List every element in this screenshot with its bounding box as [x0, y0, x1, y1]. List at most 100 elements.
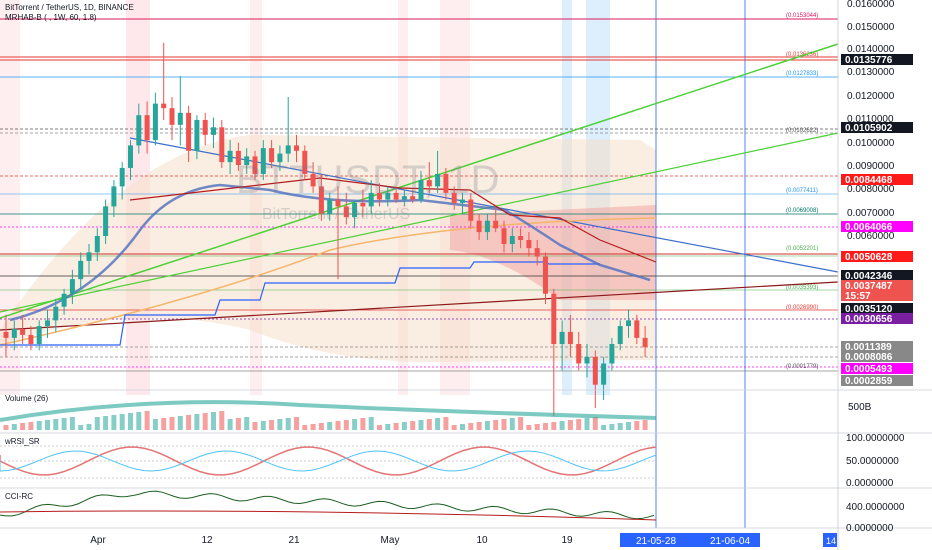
candle-body-51: [426, 180, 432, 187]
candle-body-32: [269, 148, 275, 163]
candle-body-19: [161, 103, 167, 109]
volume-bar-28: [235, 418, 241, 430]
volume-bar-29: [244, 417, 250, 430]
level-label-8: (0.0026990): [786, 305, 818, 311]
cci-axis-1: 0.0000000: [846, 523, 894, 534]
volume-bar-76: [634, 421, 640, 430]
level-label-6: (0.0052201): [786, 246, 818, 252]
price-badge-9: 0.0030656: [845, 314, 893, 325]
price-tick-7: 0.0090000: [847, 161, 895, 172]
price-badge-bg-1: [841, 122, 913, 133]
volume-bar-66: [551, 422, 557, 430]
volume-ma: [0, 400, 657, 422]
volume-bar-61: [509, 418, 515, 430]
volume-bar-71: [592, 417, 598, 430]
candle-body-49: [410, 196, 416, 200]
candle-body-23: [194, 119, 200, 151]
candle-body-18: [152, 103, 158, 141]
time-highlight-1: 21-06-04: [710, 536, 750, 547]
candle-body-61: [509, 236, 515, 245]
candle-body-0: [3, 331, 9, 338]
price-badge-bg-13: [841, 375, 913, 386]
candle-body-67: [559, 331, 565, 345]
red-step-line: [129, 177, 657, 263]
price-badge-11: 0.0008086: [845, 352, 893, 363]
price-tick-0: 0.0160000: [847, 0, 895, 10]
volume-bar-32: [269, 420, 275, 430]
volume-axis-label: 500B: [848, 402, 872, 413]
candle-body-52: [435, 173, 441, 187]
price-badge-2: 0.0084468: [845, 175, 893, 186]
chart-title: BitTorrent / TetherUS, 1D, BINANCE: [5, 3, 134, 12]
volume-bar-72: [601, 425, 607, 430]
price-badge-bg-2: [841, 174, 913, 185]
volume-bar-26: [219, 411, 225, 430]
price-badge-bg-9: [841, 313, 913, 324]
wrsi-axis-0: 100.0000000: [846, 433, 905, 444]
volume-bar-74: [617, 423, 623, 430]
price-badge-12: 0.0005493: [845, 364, 893, 375]
time-label-1: 12: [201, 535, 213, 546]
candle-body-33: [277, 153, 283, 163]
volume-bar-9: [78, 425, 84, 430]
cci-axis-0: 400.0000000: [846, 502, 905, 513]
price-badge-bg-8: [841, 303, 913, 314]
volume-bar-31: [260, 421, 266, 430]
price-badge-bg-12: [841, 363, 913, 374]
volume-bar-41: [343, 420, 349, 430]
candle-body-66: [551, 293, 557, 345]
volume-bar-45: [377, 425, 382, 430]
candle-body-37: [310, 173, 316, 187]
volume-bar-14: [119, 414, 125, 430]
candle-body-7: [61, 293, 67, 307]
watermark-symbol: BTTUSDT, 1D: [236, 158, 501, 202]
cci-line: [0, 490, 655, 520]
candle-body-20: [169, 108, 175, 125]
volume-bar-0: [3, 425, 9, 430]
candles-layer: [3, 42, 648, 417]
volume-bar-36: [302, 425, 308, 430]
price-tick-6: 0.0100000: [847, 138, 895, 149]
candle-body-62: [518, 236, 524, 240]
volume-bar-43: [360, 418, 366, 430]
price-badge-5: 0.0042346: [845, 271, 893, 282]
candle-body-17: [144, 115, 150, 141]
volume-bar-46: [385, 424, 391, 430]
volume-bar-6: [53, 419, 59, 430]
volume-bar-12: [103, 416, 109, 430]
candle-body-47: [393, 192, 399, 200]
volume-bar-63: [526, 425, 532, 430]
candle-body-42: [352, 202, 358, 218]
candle-body-39: [327, 199, 333, 214]
candle-body-71: [592, 356, 598, 385]
candle-body-46: [385, 192, 391, 200]
candle-body-64: [534, 248, 540, 257]
volume-bar-7: [61, 418, 67, 430]
time-highlight-0: 21-05-28: [636, 536, 676, 547]
volume-bar-2: [20, 423, 26, 430]
time-label-0: Apr: [90, 535, 106, 546]
volume-bar-64: [534, 424, 540, 430]
candle-body-11: [94, 236, 100, 253]
price-badge-3: 0.0064066: [845, 222, 893, 233]
candle-body-24: [202, 119, 208, 135]
volume-bar-35: [294, 417, 299, 430]
candle-body-55: [460, 199, 465, 203]
wrsi-signal: [0, 450, 657, 472]
volume-bar-10: [86, 424, 92, 430]
price-badge-bg-4: [841, 251, 913, 262]
candle-body-50: [418, 180, 424, 200]
price-badge-bg-7: [841, 290, 913, 301]
candle-body-13: [111, 186, 117, 207]
price-badge-bg-3: [841, 221, 913, 232]
price-badge-bg-11: [841, 351, 913, 362]
volume-bar-70: [584, 418, 590, 430]
price-badge-bg-10: [841, 341, 913, 352]
candle-body-30: [252, 156, 258, 174]
candle-body-2: [20, 328, 26, 335]
volume-bar-77: [642, 420, 648, 430]
candle-body-65: [543, 256, 548, 294]
candle-body-25: [211, 127, 216, 135]
